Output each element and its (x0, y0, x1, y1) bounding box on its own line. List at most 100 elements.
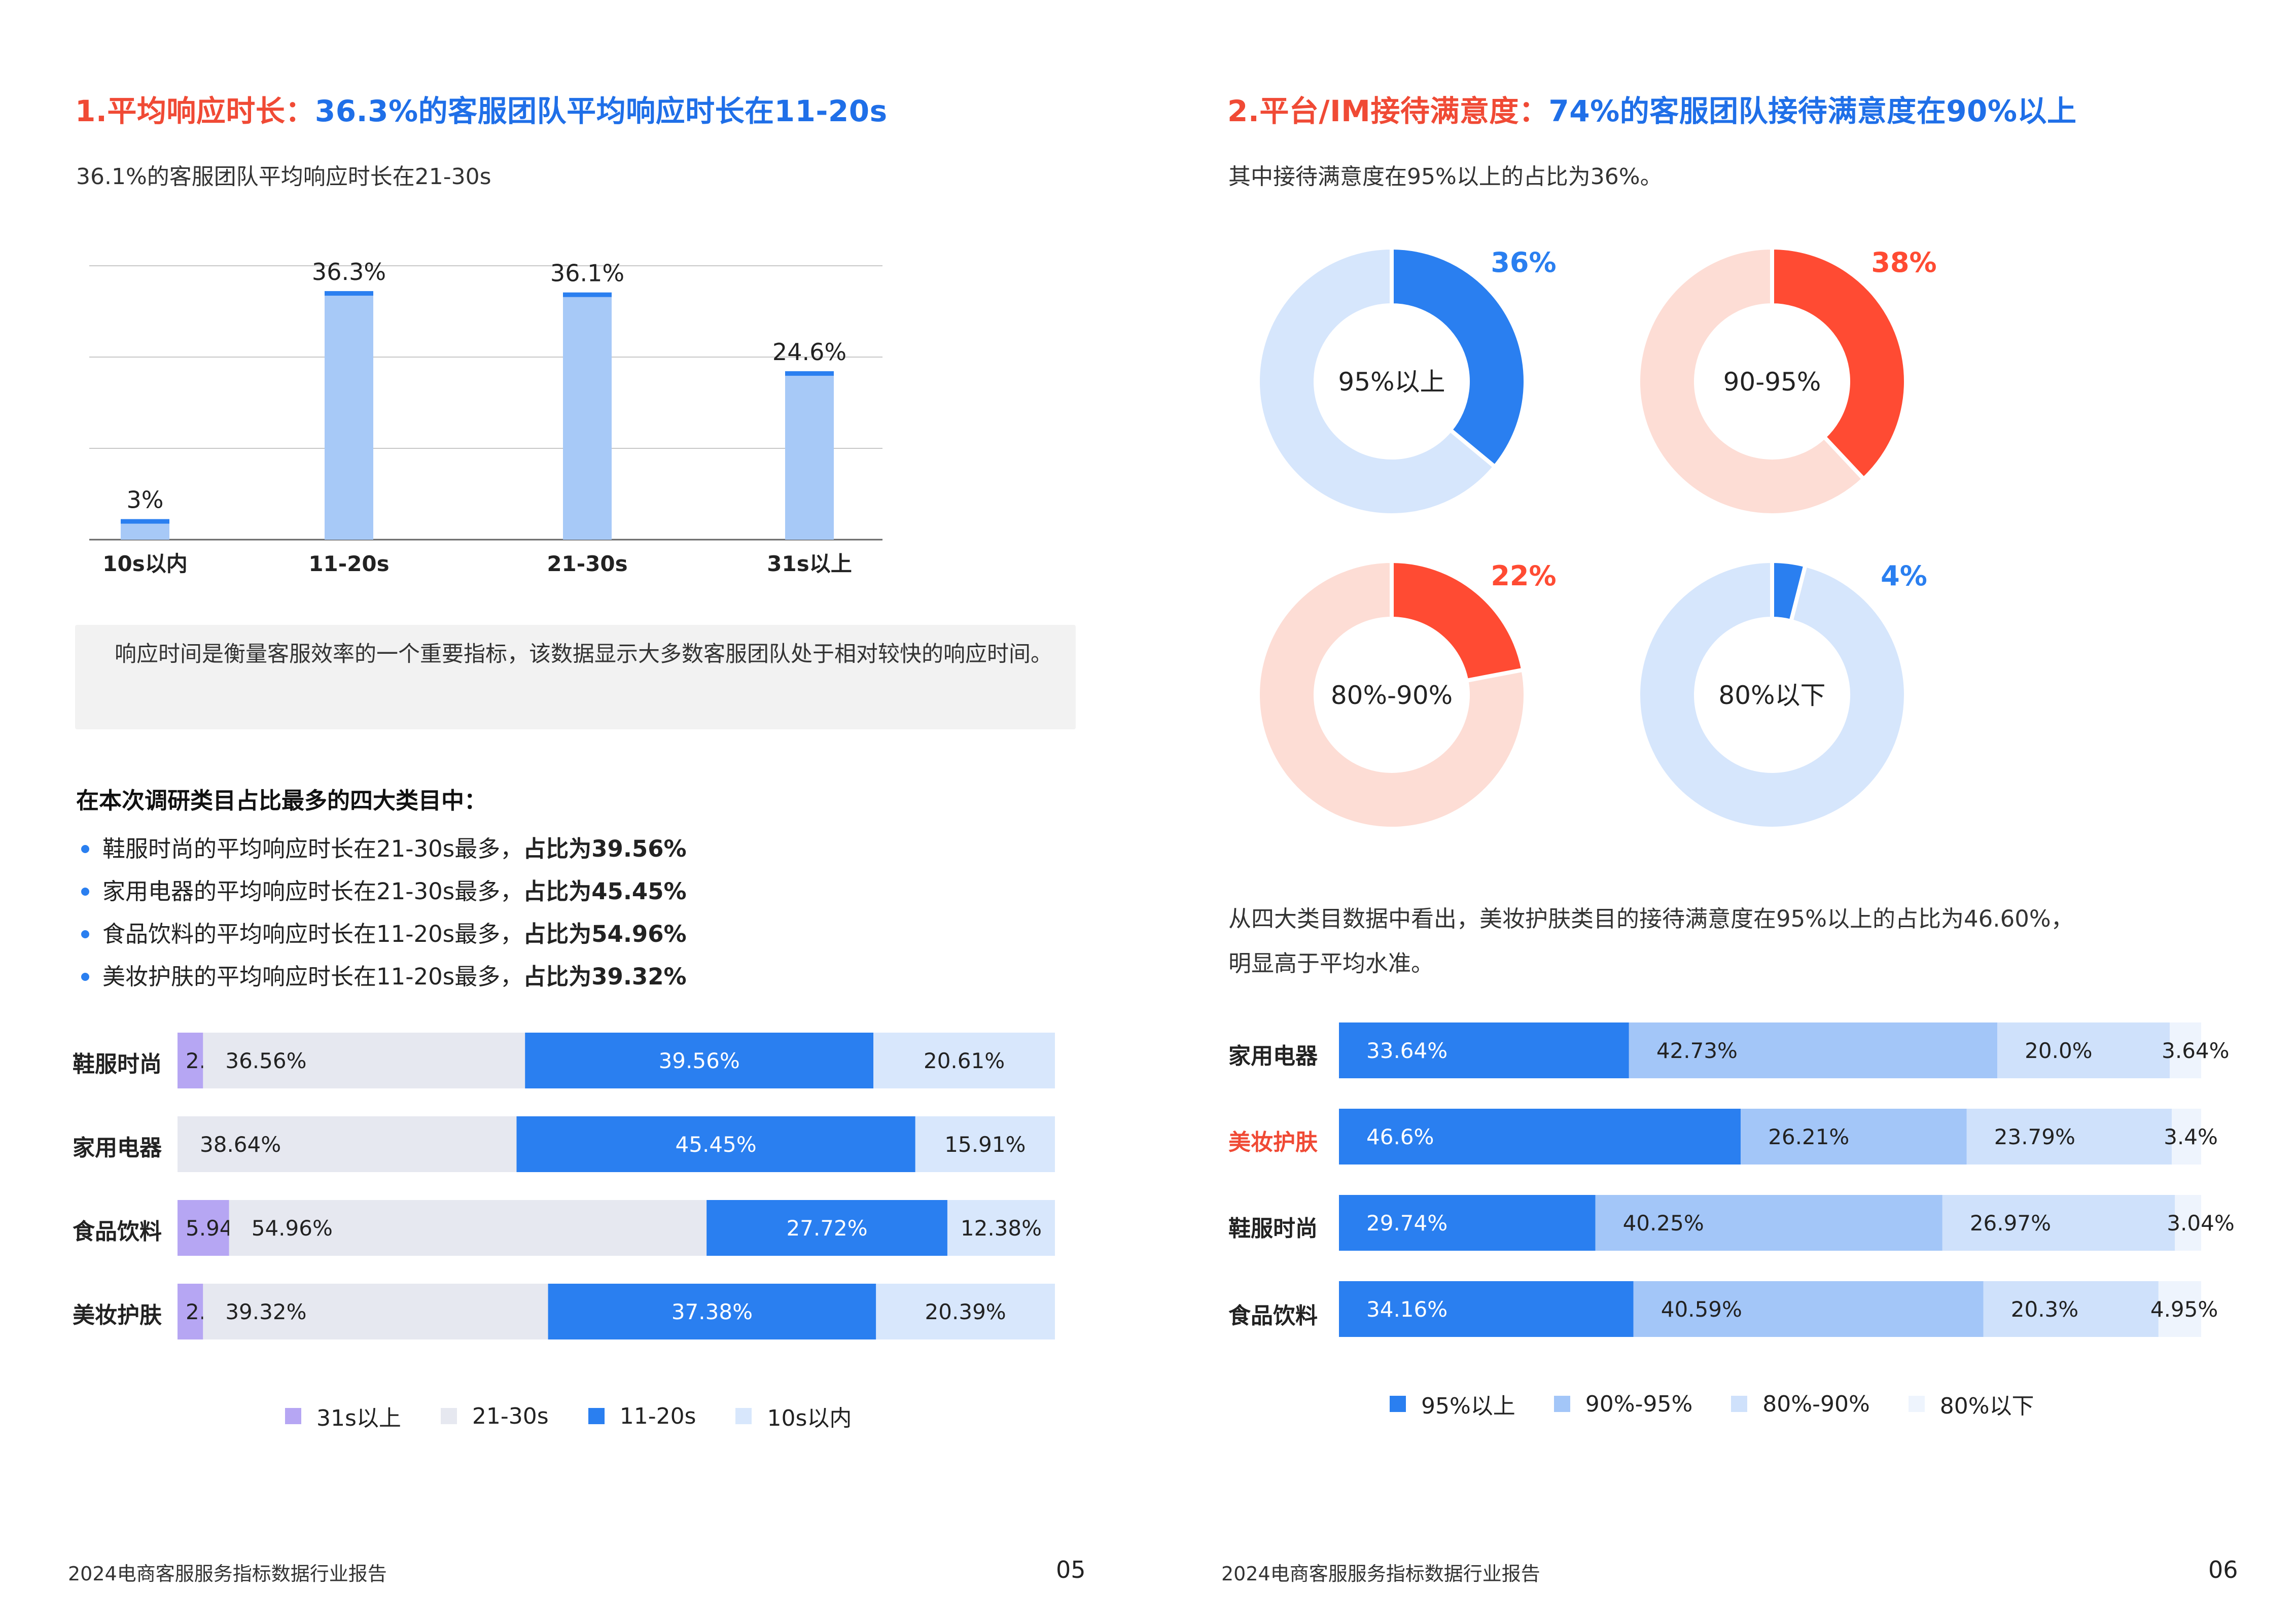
data-label: 27.72% (786, 1216, 867, 1241)
bar-segment (178, 1116, 517, 1172)
legend-swatch-icon (285, 1408, 301, 1424)
row-label-highlight: 美妆护肤 (1228, 1130, 1318, 1155)
legend-item: 80%-90% (1731, 1391, 1870, 1417)
legend-item: 90%-95% (1553, 1391, 1692, 1417)
bar-segment (203, 1284, 548, 1339)
legend-item: 10s以内 (735, 1400, 852, 1432)
data-label: 40.25% (1623, 1211, 1704, 1236)
bar (785, 371, 834, 540)
bar-segment (2158, 1281, 2201, 1337)
bar-segment (1339, 1281, 1634, 1337)
response-time-bar-chart: 3% 10s以内 36.3% 11-20s 36.1% 21-30s 24.6% 31s以上 (89, 258, 882, 576)
row-label: 鞋服时尚 (1228, 1216, 1318, 1242)
donut-remainder (1636, 558, 1908, 831)
page-right: 2.平台/IM接待满意度：74%的客服团队接待满意度在90%以上 其中接待满意度… (1148, 0, 2296, 1623)
bar-cap (121, 519, 169, 524)
bar-cap (785, 371, 834, 376)
bar-segment (947, 1200, 1055, 1256)
paragraph-line: 从四大类目数据中看出，美妆护肤类目的接待满意度在95%以上的占比为46.60%， (1228, 905, 2074, 932)
data-label: 33.64% (1366, 1038, 1447, 1063)
data-label: 39.56% (659, 1048, 740, 1073)
page-left: 1.平均响应时长：36.3%的客服团队平均响应时长在11-20s 36.1%的客… (68, 94, 1086, 1585)
legend-item: 21-30s (440, 1403, 549, 1429)
row-label: 食品饮料 (73, 1219, 162, 1245)
title-number: 2. (1227, 94, 1260, 128)
x-tick-label: 11-20s (308, 551, 389, 576)
category-response-stacked-chart: 2.9%36.56%39.56%20.61%38.64%45.45%15.91%… (178, 1033, 1055, 1339)
donut-remainder (1636, 245, 1867, 517)
bar-segment (873, 1033, 1055, 1088)
data-label: 45.45% (676, 1132, 757, 1157)
legend: 95%以上 90%-95% 80%-90% 80%以下 (1390, 1388, 2034, 1420)
title-highlight: 74%的客服团队接待满意度在90%以上 (1548, 94, 2077, 128)
bar-segment (178, 1200, 229, 1256)
donut-center-label: 95%以上 (1338, 367, 1445, 397)
bar-segment (1629, 1022, 1998, 1078)
bullet-list: 鞋服时尚的平均响应时长在21-30s最多，占比为39.56% 家用电器的平均响应… (76, 828, 687, 998)
data-label: 26.97% (1970, 1211, 2051, 1236)
list-item: 家用电器的平均响应时长在21-30s最多，占比为45.45% (76, 870, 687, 913)
donut-remainder (1256, 558, 1528, 831)
data-label: 20.0% (2025, 1038, 2092, 1063)
page-subtitle: 36.1%的客服团队平均响应时长在21-30s (76, 164, 491, 190)
data-label: 37.38% (672, 1299, 753, 1324)
bar-segment (915, 1116, 1055, 1172)
data-label: 39.32% (225, 1299, 306, 1324)
bar-segment (876, 1284, 1055, 1339)
title-highlight: 36.3%的客服团队平均响应时长在11-20s (314, 94, 888, 128)
bar-segment (516, 1116, 915, 1172)
row-label: 家用电器 (1228, 1043, 1318, 1069)
bar (563, 292, 612, 540)
bullet-dot-icon (81, 973, 89, 981)
donut-slice (1770, 245, 1908, 482)
donut-center-label: 80%以下 (1718, 681, 1825, 710)
bar (325, 291, 373, 540)
category-satisfaction-stacked-chart: 33.64% 42.73% 20.0% 3.64% 46.6% 26.21% 23.79% 3… (1339, 1022, 2235, 1337)
bar-segment (1339, 1022, 1629, 1078)
data-label: 4.95% (2150, 1297, 2218, 1322)
donut-remainder (1256, 245, 1498, 517)
data-label: 24.6% (772, 338, 846, 366)
note-box: 响应时间是衡量客服效率的一个重要指标，该数据显示大多数客服团队处于相对较快的响应… (75, 625, 1076, 729)
footer-text: 2024电商客服服务指标数据行业报告 (1221, 1563, 1540, 1585)
legend-swatch-icon (440, 1408, 457, 1424)
data-label: 38.64% (200, 1132, 281, 1157)
legend-swatch-icon (1731, 1396, 1748, 1412)
bar-segment (1339, 1195, 1596, 1251)
donut-slice (1770, 558, 1808, 624)
data-label: 3.04% (2167, 1211, 2234, 1236)
data-label: 23.79% (1994, 1124, 2075, 1149)
list-item: 鞋服时尚的平均响应时长在21-30s最多，占比为39.56% (76, 828, 687, 870)
bar-segment (525, 1033, 874, 1088)
list-item: 美妆护肤的平均响应时长在11-20s最多，占比为39.32% (76, 956, 687, 998)
bar-segment (178, 1033, 203, 1088)
data-label: 40.59% (1661, 1297, 1742, 1322)
data-label: 20.39% (925, 1299, 1006, 1324)
bar-cap (325, 291, 373, 296)
bullet-dot-icon (81, 930, 89, 938)
paragraph-line: 明显高于平均水准。 (1228, 950, 1434, 977)
page-number: 06 (2208, 1556, 2238, 1583)
legend-swatch-icon (735, 1408, 752, 1424)
donut-chart: 80%以下 4% (1636, 558, 1927, 831)
x-tick-label: 10s以内 (102, 551, 187, 576)
legend: 31s以上 21-30s 11-20s 10s以内 (285, 1400, 852, 1432)
data-label: 54.96% (252, 1216, 333, 1241)
row-label: 鞋服时尚 (73, 1051, 162, 1077)
data-label: 3.64% (2162, 1038, 2229, 1063)
donut-value-label: 38% (1871, 246, 1936, 278)
bar-segment (1633, 1281, 1984, 1337)
data-label: 3% (127, 486, 164, 514)
title-number: 1. (75, 94, 108, 128)
bar-segment (548, 1284, 876, 1339)
bar-segment (1983, 1281, 2159, 1337)
legend-item: 80%以下 (1908, 1388, 2034, 1420)
data-label: 12.38% (961, 1216, 1042, 1241)
x-tick-label: 31s以上 (767, 551, 852, 576)
data-label: 36.3% (312, 258, 386, 286)
data-label: 20.3% (2011, 1297, 2078, 1322)
legend-swatch-icon (1390, 1396, 1406, 1412)
bar-segment (178, 1284, 203, 1339)
row-label: 美妆护肤 (73, 1302, 162, 1328)
bar-segment (1741, 1109, 1967, 1165)
